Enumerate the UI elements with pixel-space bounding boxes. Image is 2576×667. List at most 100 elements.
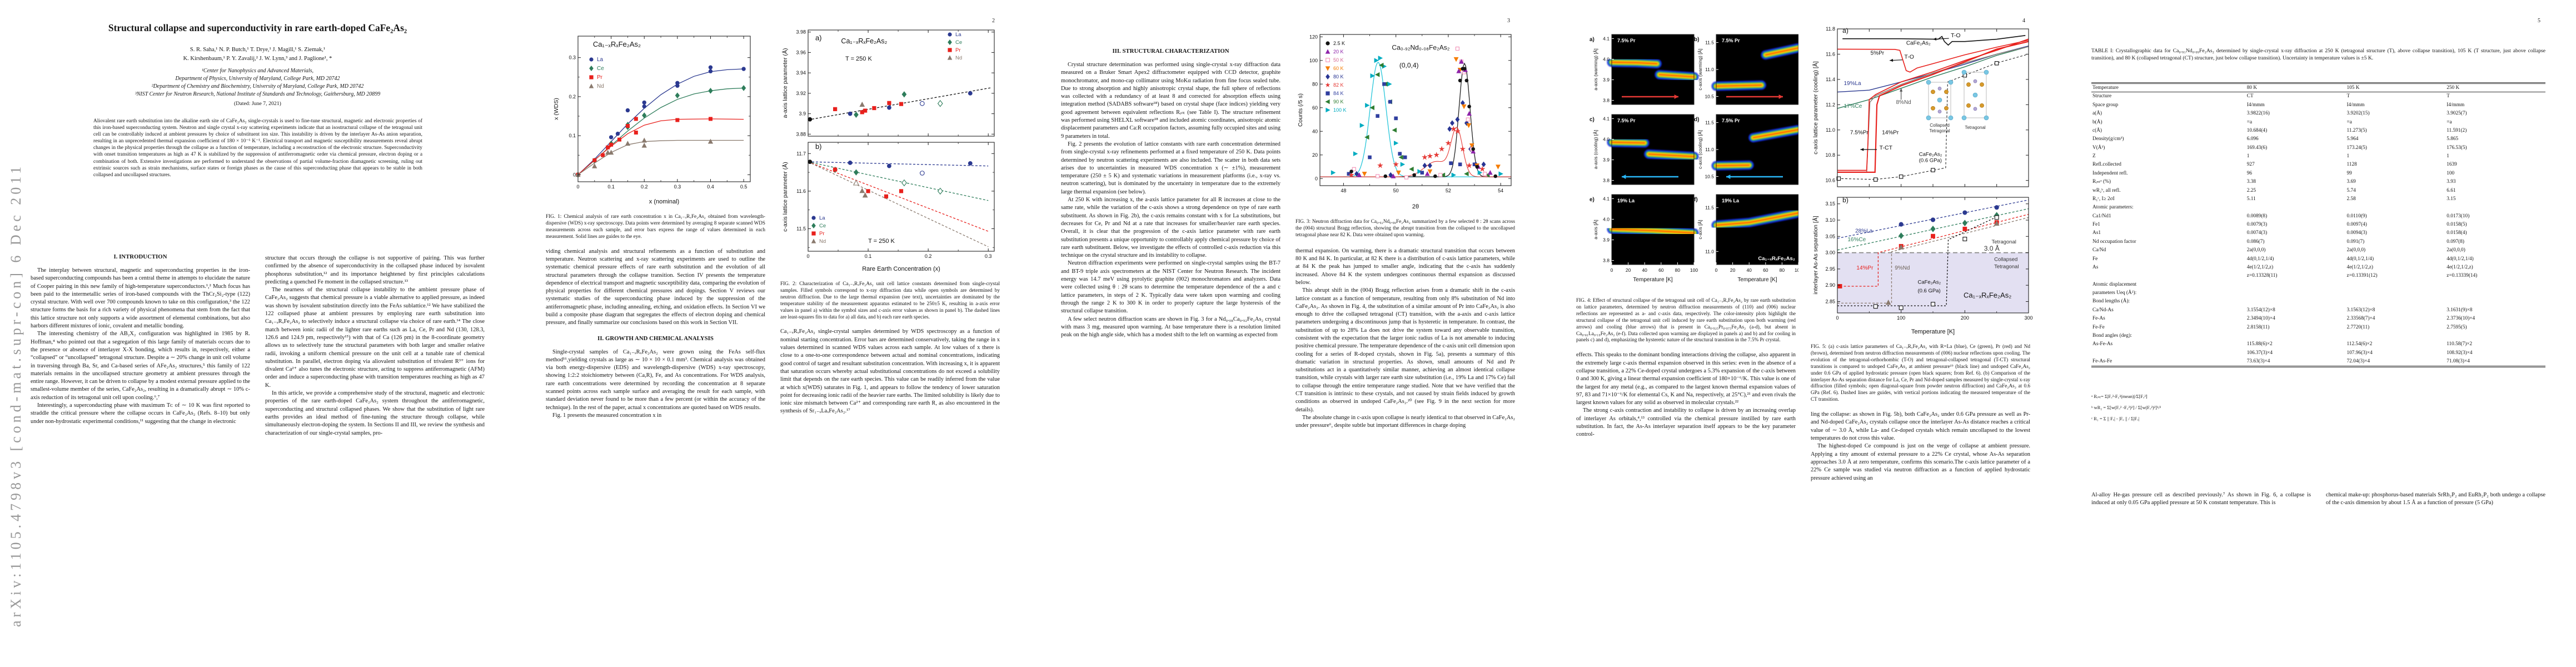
table-cell: 3.1554(12)×8 — [2246, 307, 2275, 313]
svg-text:19% La: 19% La — [1617, 198, 1635, 203]
svg-text:c-axis lattice parameter (cool: c-axis lattice parameter (cooling) [Å] — [1812, 61, 1819, 155]
table-row: z=0.13328(11) z=0.13391(12) z=0.13339(14) — [2091, 272, 2545, 280]
svg-text:60: 60 — [1312, 105, 1318, 111]
affiliation-1: ¹Center for Nanophysics and Advanced Mat… — [201, 68, 314, 74]
svg-text:19%La: 19%La — [1843, 81, 1861, 87]
table-cell: 72.04(3)×4 — [2346, 359, 2370, 365]
table-row: c(Å) 10.684(4) 11.273(5) 11.591(2) — [2091, 127, 2545, 135]
figure-3-chart: 48 50 52 54 0 20 40 60 80 100 120 2θ Counts (/5 s) Ca… — [1296, 29, 1515, 215]
table-cell: 2.7720(11) — [2346, 324, 2370, 330]
svg-text:60 K: 60 K — [1333, 66, 1344, 71]
svg-text:84 K: 84 K — [1333, 91, 1344, 96]
svg-text:2.5 K: 2.5 K — [1333, 41, 1345, 46]
p4-right-paragraphs: ling the collapse: as shown in Fig. 5b),… — [1811, 411, 2030, 482]
figure-5a-chart: 10.6 10.8 11.0 11.2 11.4 11.6 11.8 c-axis latti… — [1811, 24, 2030, 194]
figure-4-caption: FIG. 4: Effect of structural collapse of… — [1576, 297, 1796, 343]
table-cell: 2.3494(10)×4 — [2246, 316, 2275, 322]
svg-text:0: 0 — [1715, 267, 1718, 273]
table-header-cell: 250 K — [2445, 83, 2545, 92]
table-cell: Z — [2092, 153, 2096, 160]
affiliation-3: ²Department of Chemistry and Biochemistr… — [151, 83, 364, 89]
table-cell: 0.091(7) — [2346, 238, 2365, 245]
table-cell: 4e(1/2,1/2,z) — [2346, 264, 2374, 270]
svg-text:a-axis lattice parameter (Å): a-axis lattice parameter (Å) — [781, 48, 789, 118]
svg-text:Nd: Nd — [597, 83, 604, 89]
svg-text:7.5% Pr: 7.5% Pr — [1722, 118, 1740, 123]
paragraph: Single-crystal samples of Ca₁₋ₓRₓFe₂As₂ … — [546, 349, 765, 411]
figure-1-chart: 0 0.1 0.2 0.3 0.4 0.5 0 0.1 0.2 0.3 x (nominal) x (… — [551, 31, 765, 210]
svg-text:40: 40 — [1642, 267, 1647, 273]
table-cell — [2091, 349, 2246, 357]
table-cell: I4/mmm — [2346, 102, 2365, 108]
table-cell: 5.11 — [2246, 196, 2256, 202]
table-row: Independent refl. 96 99 100 — [2091, 169, 2545, 177]
svg-text:11.5: 11.5 — [796, 226, 806, 231]
table-cell — [2246, 203, 2346, 212]
svg-text:Nd: Nd — [955, 55, 962, 61]
paragraph: Fig. 2 presents the evolution of lattice… — [1061, 141, 1280, 195]
table-row: Z 1 1 1 — [2091, 152, 2545, 161]
p1-right-paragraphs: structure that occurs through the collap… — [265, 255, 485, 437]
svg-text:CaFe₂As₂: CaFe₂As₂ — [1917, 279, 1941, 285]
svg-text:La: La — [955, 32, 961, 38]
svg-text:8%Nd: 8%Nd — [1896, 99, 1911, 106]
table-cell: Space group — [2092, 102, 2119, 108]
page-3: 3 III. STRUCTURAL CHARACTERIZATION Cryst… — [1030, 0, 1546, 667]
svg-text:0: 0 — [1315, 176, 1318, 181]
svg-text:17%Ce: 17%Ce — [1843, 103, 1862, 109]
section-heading-introduction: I. INTRODUCTION — [113, 253, 167, 260]
paragraph: Neutron diffraction experiments were per… — [1061, 260, 1280, 315]
page-number: 3 — [1507, 18, 1510, 24]
svg-text:0: 0 — [1836, 315, 1838, 321]
page-2: 2 0 0.1 0.2 0.3 0.4 0.5 0 0.1 0.2 0.3 x (nominal) x… — [515, 0, 1031, 667]
table-cell — [2346, 297, 2446, 306]
svg-text:16%Ce: 16%Ce — [1847, 237, 1866, 243]
svg-text:T-O: T-O — [1904, 53, 1914, 60]
svg-text:4.0: 4.0 — [1603, 216, 1610, 222]
table-cell: 2.33568(7)×4 — [2346, 316, 2375, 322]
table-cell: 2.25 — [2246, 187, 2256, 193]
svg-text:11.2: 11.2 — [1826, 102, 1835, 107]
svg-text:11.6: 11.6 — [796, 188, 806, 194]
table-cell: Rᵢₙₜᵃ (%) — [2092, 179, 2111, 185]
svg-text:3.15: 3.15 — [1825, 201, 1835, 207]
table-cell: 3.38 — [2246, 179, 2256, 185]
table-header-cell: 105 K — [2345, 83, 2446, 92]
arxiv-watermark: arXiv:1105.4798v3 [cond-mat.supr-con] 6 … — [8, 163, 24, 627]
table-cell: 0.0079(3) — [2246, 222, 2268, 228]
table-row: Ca1/Nd1 0.0089(8) 0.0110(9) 0.0173(10) — [2091, 212, 2545, 220]
table-cell: 0.0074(3) — [2246, 230, 2268, 236]
p3-left-column: III. STRUCTURAL CHARACTERIZATION Crystal… — [1061, 48, 1280, 339]
svg-text:80 K: 80 K — [1333, 74, 1344, 79]
table-1-footnotes: ᵃ Rᵢₙₜ= Σ|Fₒ²-F꜀²(mean)|/Σ[Fₒ²] ᵇ wR₂ = Σ… — [2091, 389, 2369, 427]
figure-5b-chart: 0 100 200 300 2.85 2.90 2.95 3.00 3.05 3.10 3.15 Te… — [1811, 194, 2033, 340]
table-cell: 100 — [2447, 170, 2455, 176]
svg-text:0.1: 0.1 — [607, 184, 615, 190]
table-cell — [2091, 272, 2246, 280]
svg-text:(0.6 GPa): (0.6 GPa) — [1917, 288, 1940, 294]
svg-text:e): e) — [1590, 197, 1595, 203]
svg-text:a-axis [Å]: a-axis [Å] — [1593, 220, 1598, 239]
svg-text:3.05: 3.05 — [1825, 233, 1835, 239]
paragraph: Al-alloy He-gas pressure cell as describ… — [2091, 492, 2311, 506]
svg-text:20: 20 — [1730, 267, 1736, 273]
table-row: Atomic parameters: — [2091, 203, 2545, 212]
table-cell: As1 — [2092, 230, 2101, 236]
svg-text:b): b) — [1694, 37, 1699, 43]
svg-text:20: 20 — [1312, 152, 1318, 158]
paragraph: The interesting chemistry of the AB₂X₂ c… — [31, 331, 250, 401]
table-cell: Structure — [2092, 93, 2112, 99]
table-cell: 4e(1/2,1/2,z) — [2246, 264, 2274, 270]
table-cell: Ca1/Nd1 — [2092, 213, 2111, 219]
table-cell: 3.9025(7) — [2447, 111, 2467, 117]
svg-text:3.98: 3.98 — [796, 29, 806, 35]
table-cell: 99 — [2346, 170, 2352, 176]
table-row: R₁ᶜ, I≥ 2σI 5.11 2.58 3.15 — [2091, 195, 2545, 203]
table-row: b(Å) =a =a =a — [2091, 118, 2545, 126]
table-cell — [2246, 332, 2346, 340]
table-cell: 2.8158(11) — [2246, 324, 2270, 330]
svg-text:3.8: 3.8 — [1603, 258, 1610, 263]
svg-text:11.0: 11.0 — [1705, 147, 1714, 152]
svg-text:3.9: 3.9 — [799, 111, 806, 117]
svg-text:c-axis (warming) [Å]: c-axis (warming) [Å] — [1697, 48, 1703, 90]
